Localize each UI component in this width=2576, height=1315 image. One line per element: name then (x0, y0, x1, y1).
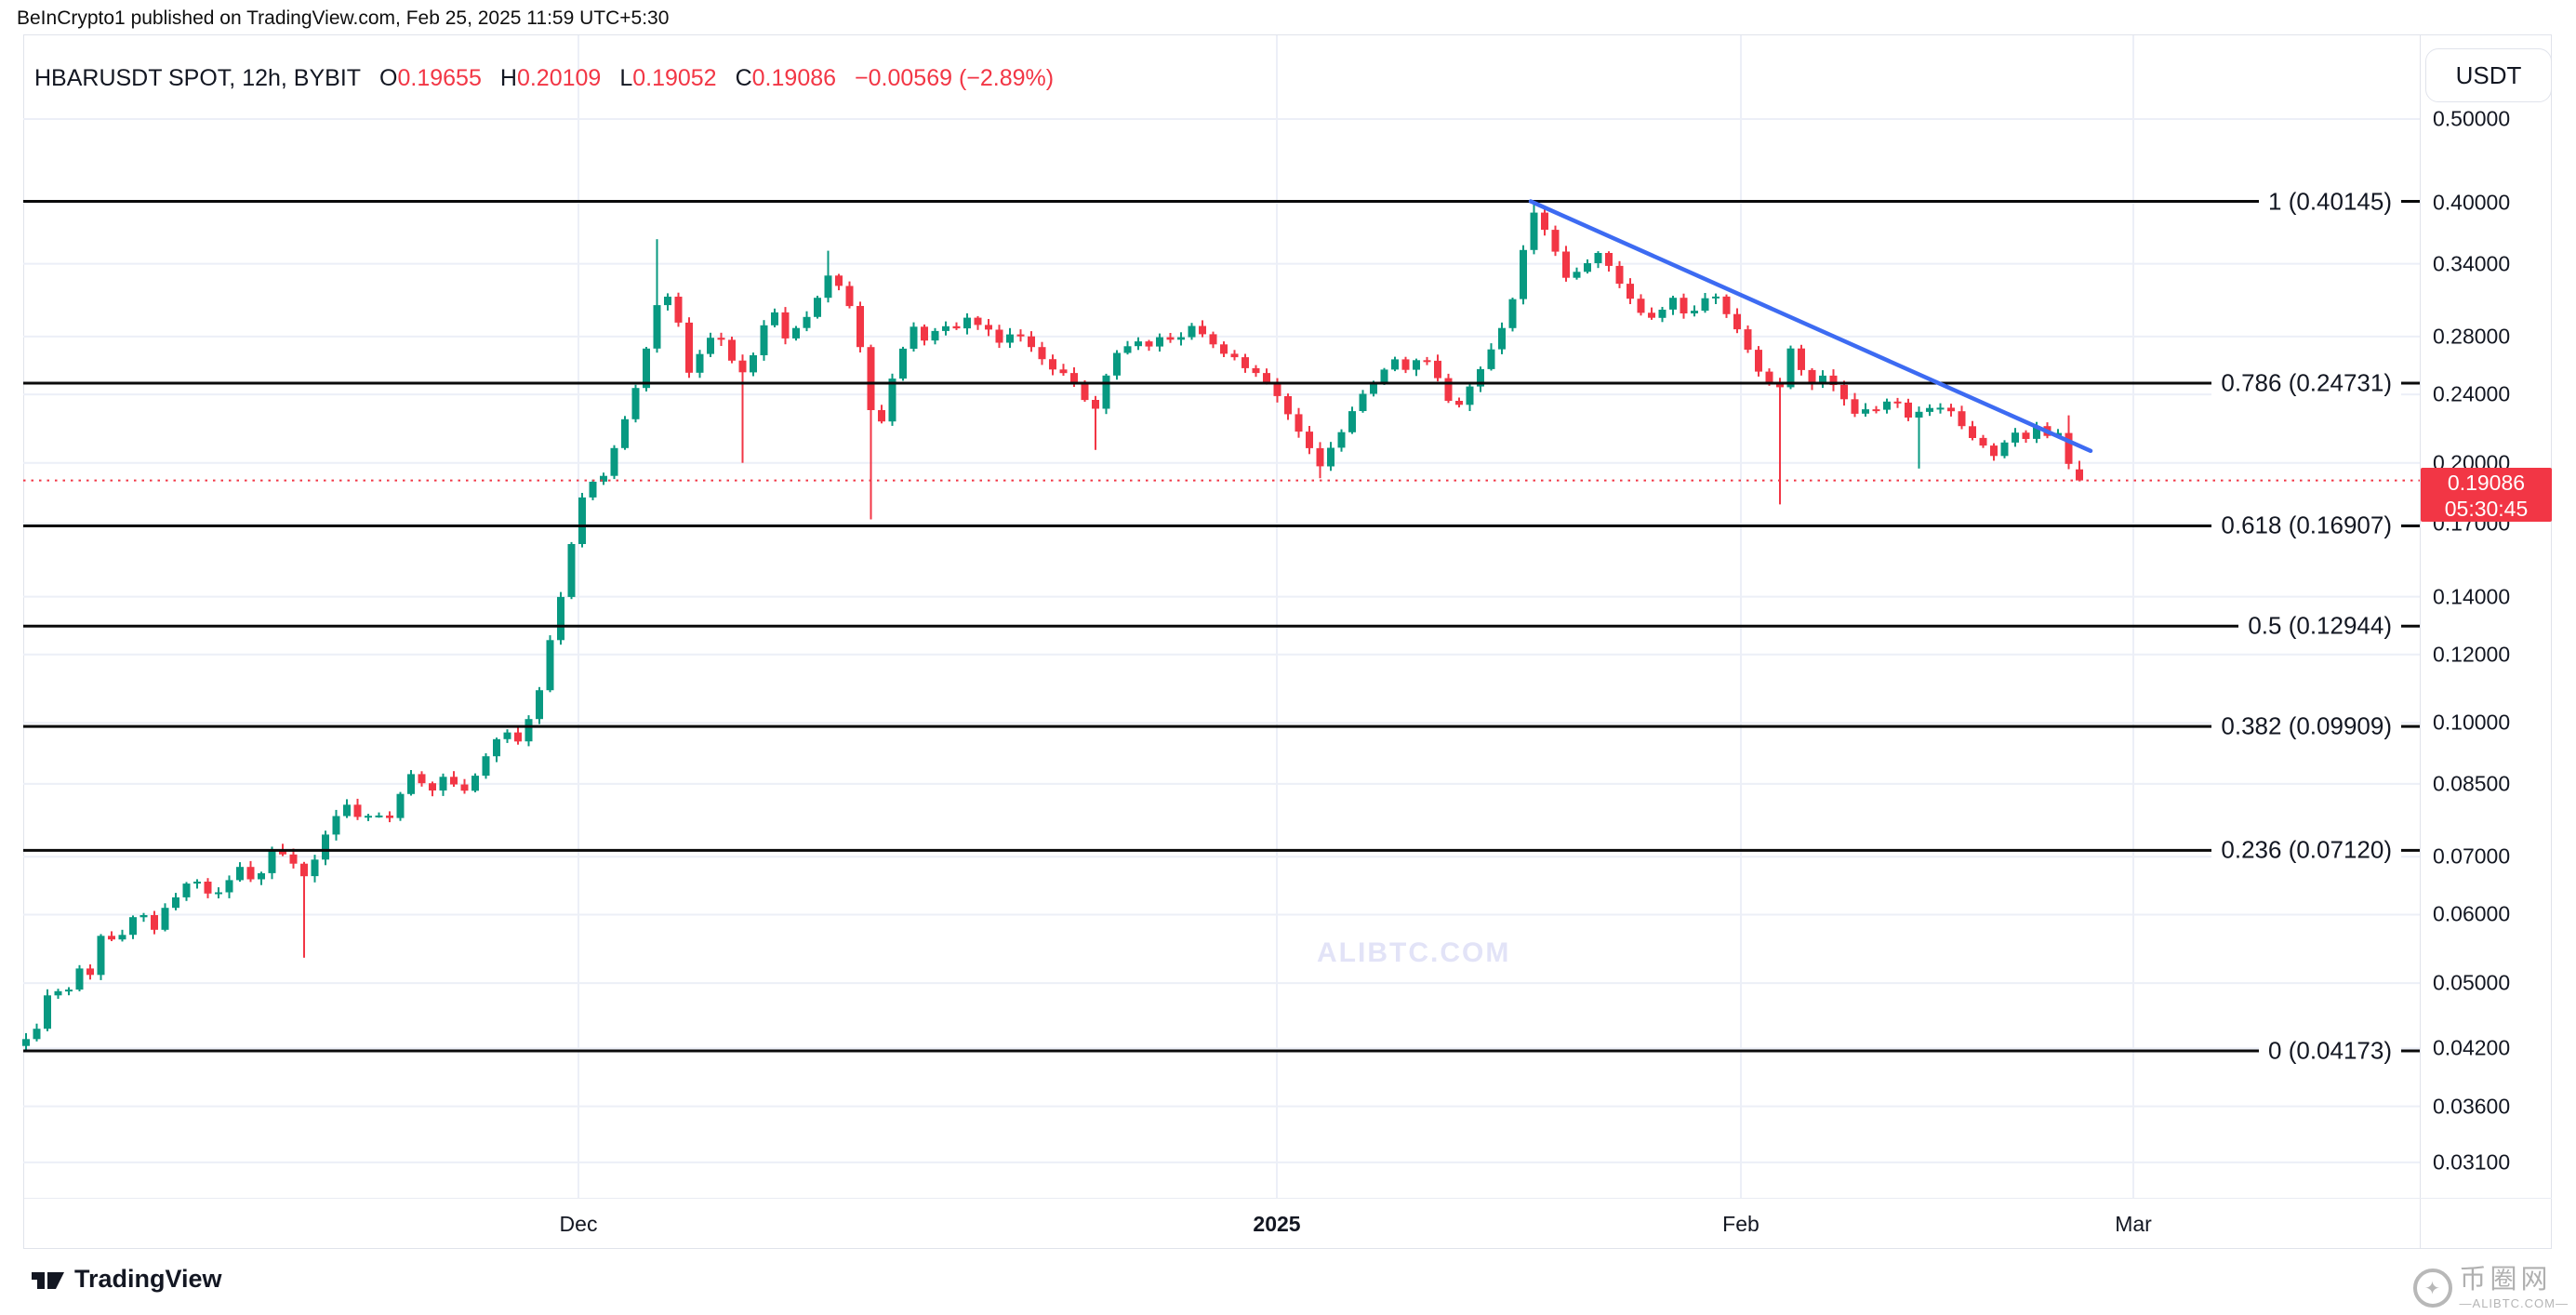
center-watermark: ALIBTC.COM (1317, 937, 1511, 968)
last-price-value: 0.19086 (2447, 471, 2526, 495)
price-axis-label: 0.05000 (2433, 970, 2511, 995)
time-axis-label: 2025 (1253, 1212, 1301, 1236)
price-axis-label: 0.07000 (2433, 843, 2511, 869)
site-watermark-url: —ALIBTC.COM— (2459, 1296, 2569, 1310)
ohlc-low: L0.19052 (619, 65, 717, 91)
price-axis-label: 0.28000 (2433, 324, 2511, 349)
price-axis-label: 0.34000 (2433, 251, 2511, 276)
symbol-legend[interactable]: HBARUSDT SPOT, 12h, BYBIT O0.19655 H0.20… (34, 65, 1054, 92)
ohlc-high: H0.20109 (499, 65, 602, 91)
fib-level-label: 0.618 (0.16907) (2211, 509, 2401, 542)
bar-countdown: 05:30:45 (2444, 497, 2529, 521)
last-price-tag: 0.19086 05:30:45 (2421, 468, 2552, 522)
time-axis-separator (24, 1198, 2552, 1199)
time-axis-label: Feb (1722, 1212, 1759, 1236)
ohlc-open: O0.19655 (379, 65, 482, 91)
ohlc-close: C0.19086 (735, 65, 837, 91)
fib-level-label: 0.382 (0.09909) (2211, 710, 2401, 743)
fib-level-label: 0.5 (0.12944) (2238, 609, 2401, 643)
symbol-title[interactable]: HBARUSDT SPOT, 12h, BYBIT (34, 65, 362, 91)
price-axis-separator (2420, 35, 2421, 1248)
change-value: −0.00569 (−2.89%) (855, 65, 1055, 91)
fib-level-label: 0.236 (0.07120) (2211, 833, 2401, 867)
chart-widget-frame (23, 34, 2552, 1249)
fib-level-label: 0.786 (0.24731) (2211, 366, 2401, 400)
price-axis-label: 0.08500 (2433, 771, 2511, 796)
site-watermark-cn: 币圈网 (2459, 1265, 2552, 1295)
attribution-text: BeInCrypto1 published on TradingView.com… (17, 7, 670, 29)
tradingview-footer[interactable]: TradingView (32, 1265, 222, 1294)
price-axis-label: 0.03100 (2433, 1149, 2511, 1175)
price-axis-label: 0.10000 (2433, 710, 2511, 735)
trendline[interactable] (1528, 199, 2093, 454)
price-axis-label: 0.24000 (2433, 381, 2511, 406)
fib-level-label: 0 (0.04173) (2259, 1034, 2401, 1068)
price-axis-label: 0.50000 (2433, 106, 2511, 131)
price-axis-label: 0.40000 (2433, 190, 2511, 215)
swirl-icon: ✦ (2412, 1269, 2452, 1308)
price-axis-label: 0.06000 (2433, 901, 2511, 926)
price-axis-label: 0.12000 (2433, 642, 2511, 667)
time-axis-label: Dec (559, 1212, 598, 1236)
tradingview-brand-text[interactable]: TradingView (74, 1265, 222, 1293)
time-axis-label: Mar (2115, 1212, 2152, 1236)
site-watermark-logo: ✦ 币圈网 —ALIBTC.COM— (2412, 1265, 2569, 1310)
price-axis-label: 0.03600 (2433, 1094, 2511, 1119)
tradingview-icon (32, 1271, 64, 1289)
price-axis-label: 0.14000 (2433, 584, 2511, 609)
price-axis-label: 0.04200 (2433, 1035, 2511, 1060)
fib-level-label: 1 (0.40145) (2259, 185, 2401, 219)
candlestick-series (22, 201, 2083, 1053)
currency-toggle-button[interactable]: USDT (2425, 48, 2552, 102)
